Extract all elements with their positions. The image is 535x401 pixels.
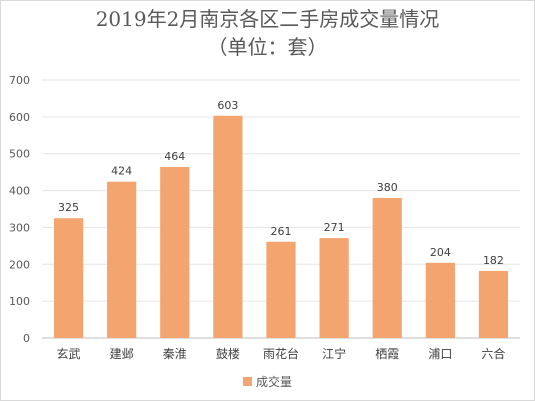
x-tick-label: 玄武 bbox=[57, 346, 81, 361]
data-label: 464 bbox=[164, 150, 185, 163]
data-label: 380 bbox=[377, 181, 398, 194]
legend-label: 成交量 bbox=[255, 375, 292, 389]
x-tick-label: 浦口 bbox=[428, 347, 452, 361]
bar bbox=[213, 115, 243, 338]
y-tick-label: 0 bbox=[23, 332, 30, 345]
bar bbox=[266, 241, 296, 338]
x-tick-label: 秦淮 bbox=[163, 347, 187, 361]
chart-subtitle: （单位：套） bbox=[207, 35, 328, 59]
x-tick-label: 建邺 bbox=[110, 347, 134, 361]
data-label: 271 bbox=[324, 221, 345, 234]
legend-swatch bbox=[242, 377, 252, 386]
legend: 成交量 bbox=[0, 373, 535, 390]
data-label: 204 bbox=[430, 246, 451, 259]
y-tick-label: 500 bbox=[9, 148, 30, 161]
bar bbox=[319, 238, 349, 338]
y-tick-label: 700 bbox=[9, 74, 30, 87]
x-tick-label: 栖霞 bbox=[375, 346, 399, 361]
x-tick-label: 鼓楼 bbox=[216, 346, 240, 361]
x-tick-label: 六合 bbox=[481, 346, 505, 361]
x-tick-label: 雨花台 bbox=[263, 346, 299, 361]
y-tick-label: 300 bbox=[9, 221, 30, 234]
y-tick-label: 200 bbox=[9, 258, 30, 271]
bar bbox=[53, 218, 84, 338]
data-label: 424 bbox=[111, 165, 132, 178]
x-tick-label: 江宁 bbox=[322, 346, 346, 361]
bar bbox=[425, 262, 455, 338]
y-tick-label: 400 bbox=[9, 185, 30, 198]
bar bbox=[160, 166, 190, 338]
bar bbox=[372, 197, 402, 338]
bar bbox=[478, 270, 509, 338]
chart-title: 2019年2月南京各区二手房成交量情况 bbox=[95, 7, 440, 31]
data-label: 261 bbox=[271, 225, 292, 238]
y-tick-label: 100 bbox=[9, 295, 30, 308]
bar bbox=[107, 181, 137, 338]
data-label: 182 bbox=[483, 254, 504, 267]
data-label: 325 bbox=[58, 201, 79, 214]
y-tick-label: 600 bbox=[9, 111, 30, 124]
data-label: 603 bbox=[217, 99, 238, 112]
